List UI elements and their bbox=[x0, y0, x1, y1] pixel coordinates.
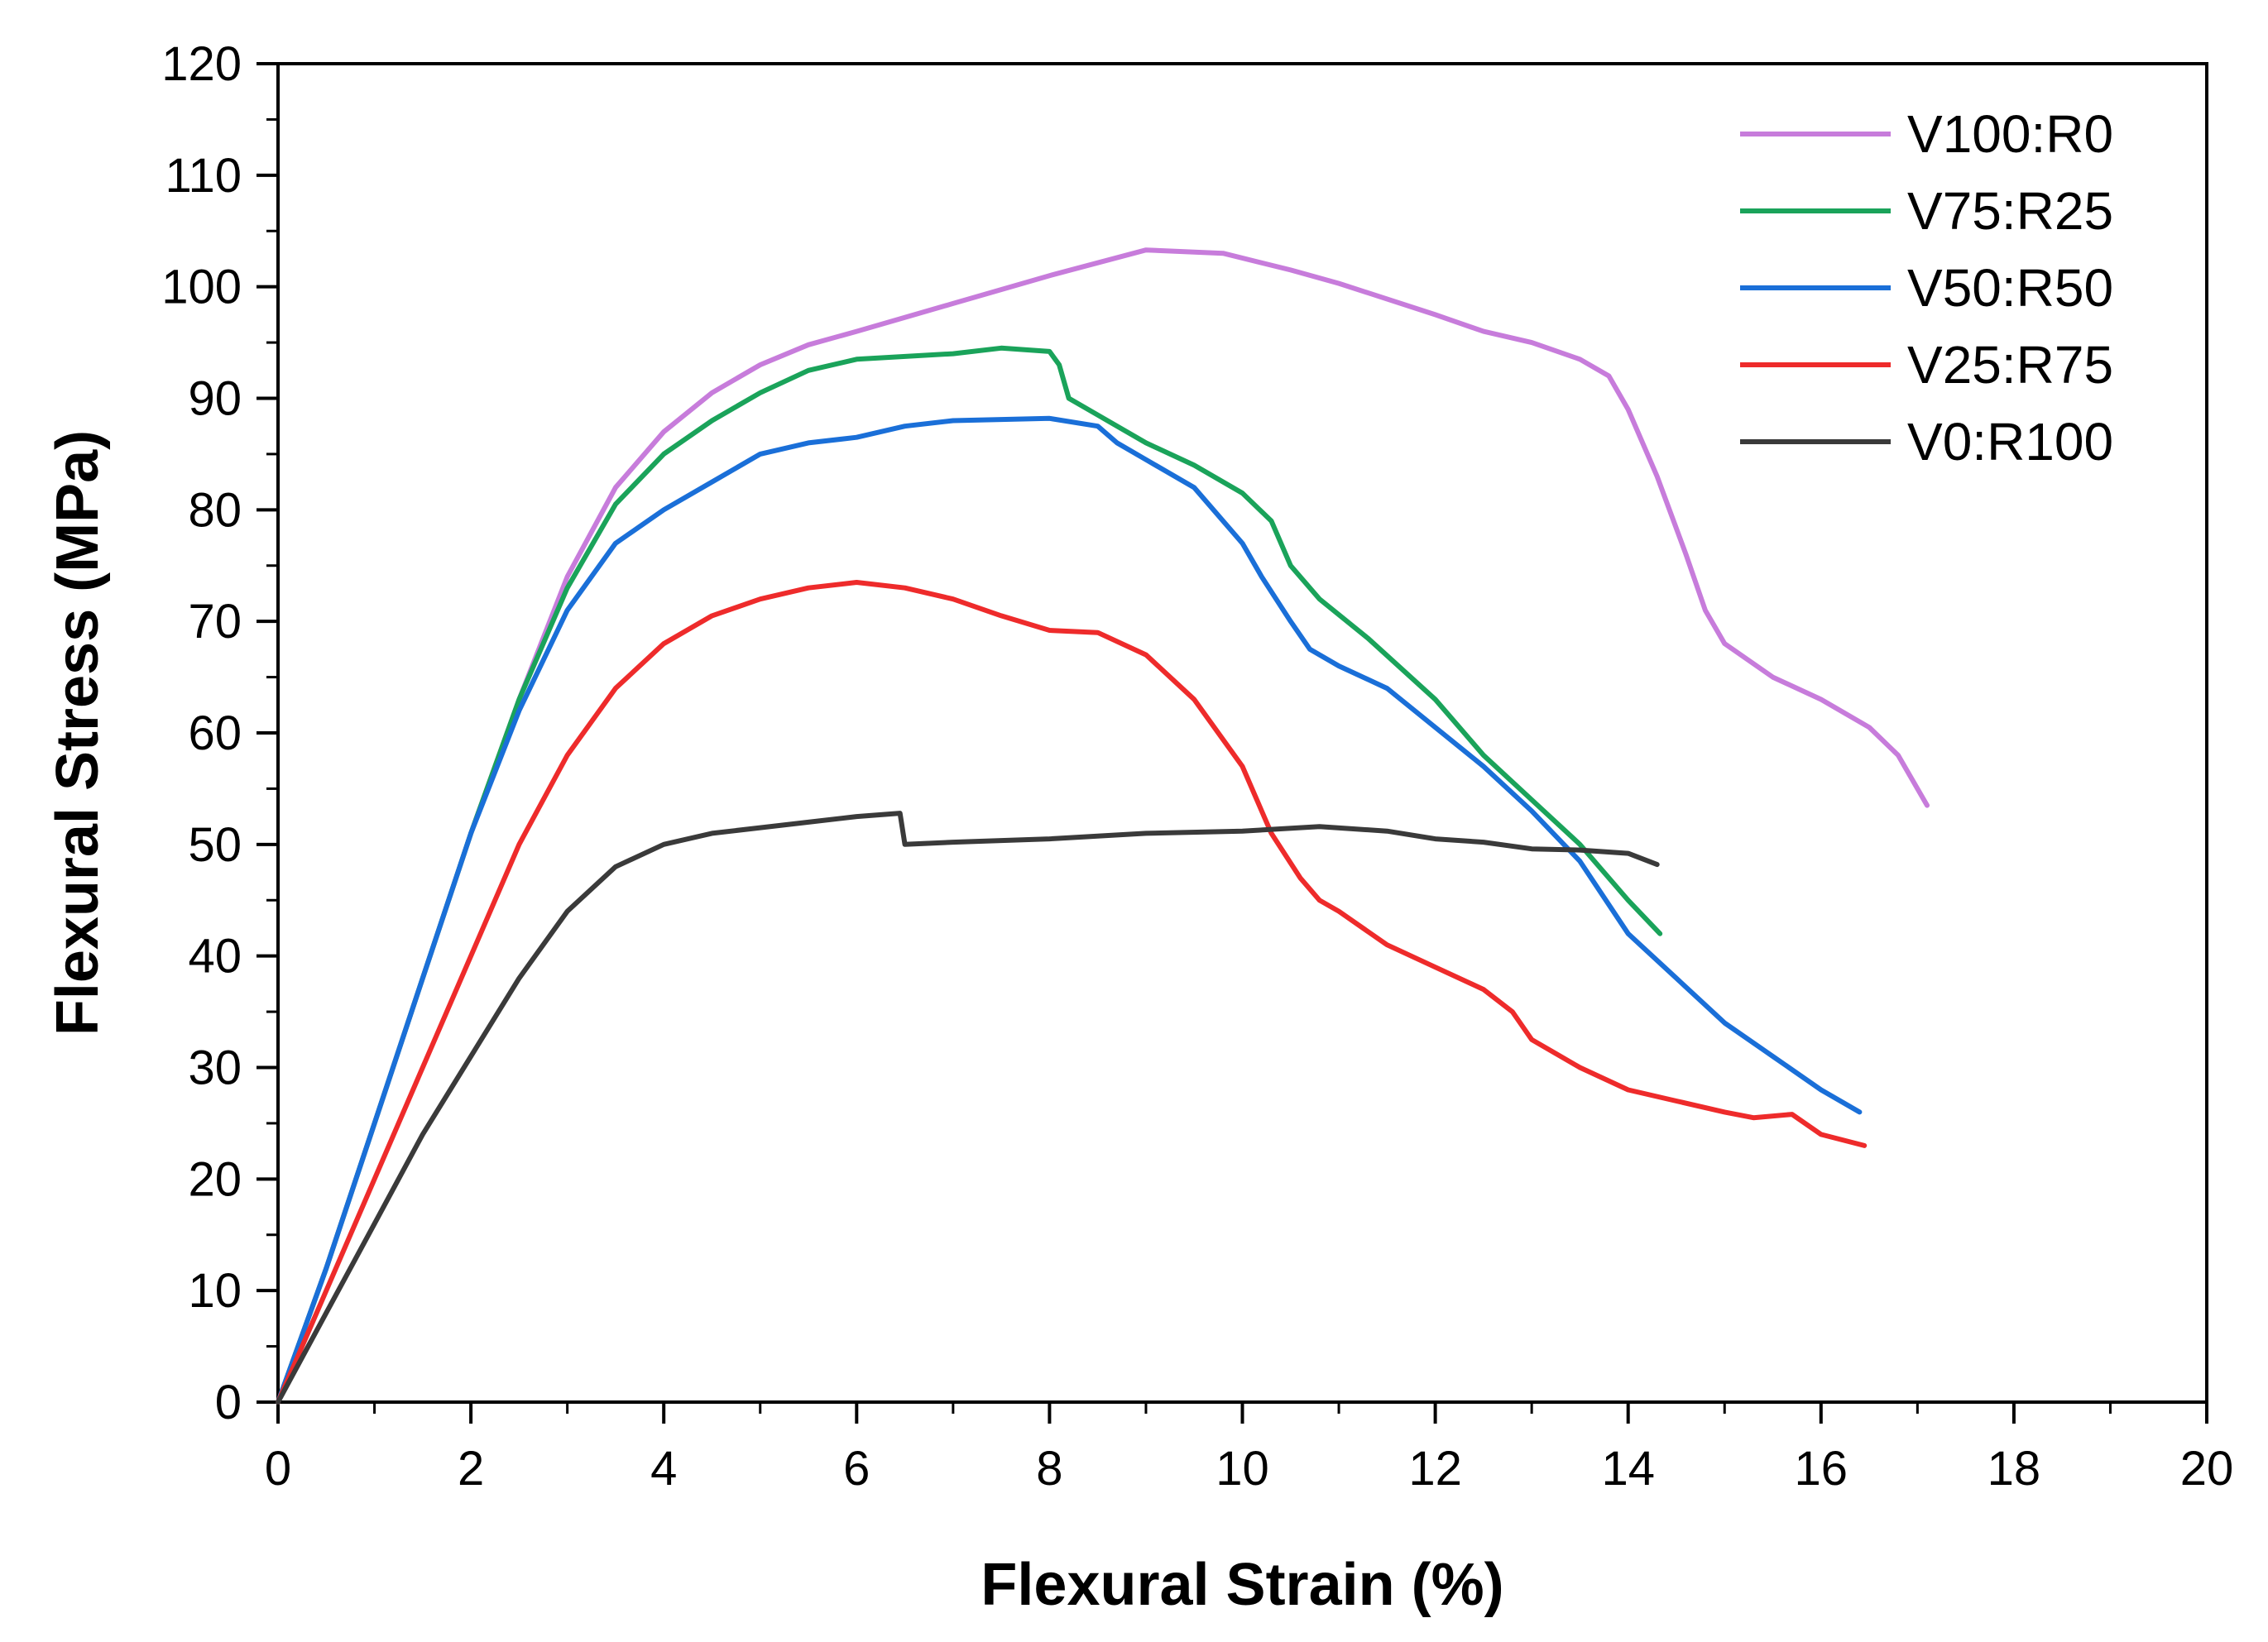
y-tick-label: 90 bbox=[188, 372, 242, 426]
y-tick-label: 100 bbox=[161, 261, 242, 314]
x-tick-label: 10 bbox=[1216, 1442, 1269, 1496]
x-tick-label: 18 bbox=[1987, 1442, 2041, 1496]
x-axis-title: Flexural Strain (%) bbox=[981, 1552, 1503, 1618]
y-tick-label: 40 bbox=[188, 930, 242, 984]
y-tick-label: 60 bbox=[188, 706, 242, 760]
x-tick-label: 16 bbox=[1795, 1442, 1848, 1496]
series-line-v50-r50 bbox=[276, 415, 1863, 1405]
legend-label-v50-r50: V50:R50 bbox=[1907, 258, 2113, 318]
legend-label-v25-r75: V25:R75 bbox=[1907, 335, 2113, 395]
x-tick-label: 14 bbox=[1601, 1442, 1655, 1496]
y-tick-label: 10 bbox=[188, 1264, 242, 1318]
y-tick-label: 110 bbox=[165, 149, 242, 203]
y-tick-label: 30 bbox=[188, 1041, 242, 1095]
x-tick-label: 2 bbox=[458, 1442, 484, 1496]
legend-label-v75-r25: V75:R25 bbox=[1907, 181, 2113, 241]
x-tick-label: 8 bbox=[1036, 1442, 1062, 1496]
axis-ticks: 0 2 4 6 8 10 12 14 16 18 20 0 10 20 30 40 50 60 70 80 90 100 1… bbox=[161, 37, 2233, 1496]
y-tick-label: 0 bbox=[215, 1376, 242, 1429]
series-line-v0-r100 bbox=[276, 811, 1660, 1405]
y-tick-label: 50 bbox=[188, 818, 242, 872]
y-tick-label: 120 bbox=[161, 37, 242, 91]
legend: V100:R0 V75:R25 V50:R50 V25:R75 V0:R100 bbox=[1740, 104, 2113, 472]
legend-label-v0-r100: V0:R100 bbox=[1907, 412, 2113, 472]
series-line-v75-r25 bbox=[276, 345, 1663, 1405]
x-tick-label: 0 bbox=[265, 1442, 291, 1496]
x-tick-label: 20 bbox=[2180, 1442, 2234, 1496]
series-lines bbox=[276, 247, 1930, 1405]
y-axis-title: Flexural Stress (MPa) bbox=[45, 430, 111, 1036]
y-tick-label: 80 bbox=[188, 483, 242, 537]
x-tick-label: 12 bbox=[1408, 1442, 1462, 1496]
y-tick-label: 70 bbox=[188, 595, 242, 649]
x-tick-label: 4 bbox=[650, 1442, 677, 1496]
legend-label-v100-r0: V100:R0 bbox=[1907, 104, 2113, 164]
series-line-v25-r75 bbox=[276, 580, 1868, 1405]
x-tick-label: 6 bbox=[843, 1442, 870, 1496]
y-tick-label: 20 bbox=[188, 1152, 242, 1206]
